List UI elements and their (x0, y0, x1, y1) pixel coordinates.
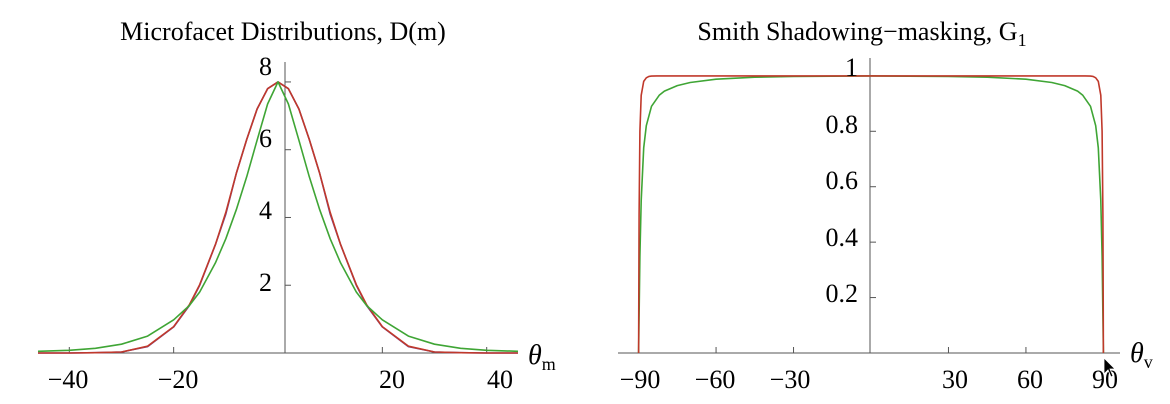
mouse-cursor-icon (1103, 357, 1116, 378)
chart-left-xlabel-sub: m (542, 354, 556, 374)
chart-right-ytick-label: 0.8 (826, 110, 859, 139)
chart-right-ticks (638, 75, 1104, 353)
chart-left-ytick-label: 6 (259, 124, 272, 153)
chart-left-xlabel-main: θ (528, 340, 542, 371)
chart-right: Smith Shadowing−masking, G1 −90 −60 −30 … (618, 17, 1153, 394)
chart-left-series-phong (38, 81, 518, 354)
chart-right-xtick-label: −30 (770, 365, 811, 394)
chart-left-xtick-label: 20 (379, 365, 405, 394)
chart-left-title: Microfacet Distributions, D(m) (120, 17, 446, 46)
chart-right-title: Smith Shadowing−masking, G1 (697, 17, 1026, 50)
chart-right-series-g1-rough (637, 75, 1105, 354)
chart-right-xtick-label: −60 (695, 365, 736, 394)
chart-right-xlabel: θv (1130, 338, 1153, 372)
chart-right-xtick-label: −90 (620, 365, 661, 394)
chart-left-ytick-label: 2 (259, 268, 272, 297)
chart-left-curves (37, 81, 519, 354)
chart-left-xtick-label: −40 (48, 365, 89, 394)
chart-left-ytick-label: 4 (259, 196, 272, 225)
chart-left-xtick-label: 40 (487, 365, 513, 394)
chart-right-title-main: Smith Shadowing−masking, G (697, 17, 1017, 46)
chart-left-xtick-label: −20 (158, 365, 199, 394)
chart-right-series-g1-smooth (637, 75, 1105, 354)
chart-right-ytick-label: 0.6 (826, 166, 859, 195)
chart-left-ticks (68, 81, 488, 353)
chart-left-ytick-label: 8 (259, 52, 272, 81)
chart-right-title-sub: 1 (1018, 30, 1027, 50)
chart-right-xlabel-main: θ (1130, 338, 1144, 369)
chart-right-xtick-label: 60 (1017, 365, 1043, 394)
chart-right-xlabel-sub: v (1144, 352, 1153, 372)
chart-left-series-ggx (37, 81, 519, 353)
chart-left-xlabel: θm (528, 340, 556, 374)
chart-right-ytick-label: 1 (845, 53, 858, 82)
chart-right-ytick-label: 0.4 (826, 223, 859, 252)
chart-left: Microfacet Distributions, D(m) −40 −20 2… (37, 17, 556, 394)
chart-right-curves (637, 75, 1105, 354)
chart-right-ytick-label: 0.2 (826, 279, 859, 308)
chart-right-xtick-label: 30 (942, 365, 968, 394)
chart-left-series-beckmann (38, 81, 518, 354)
